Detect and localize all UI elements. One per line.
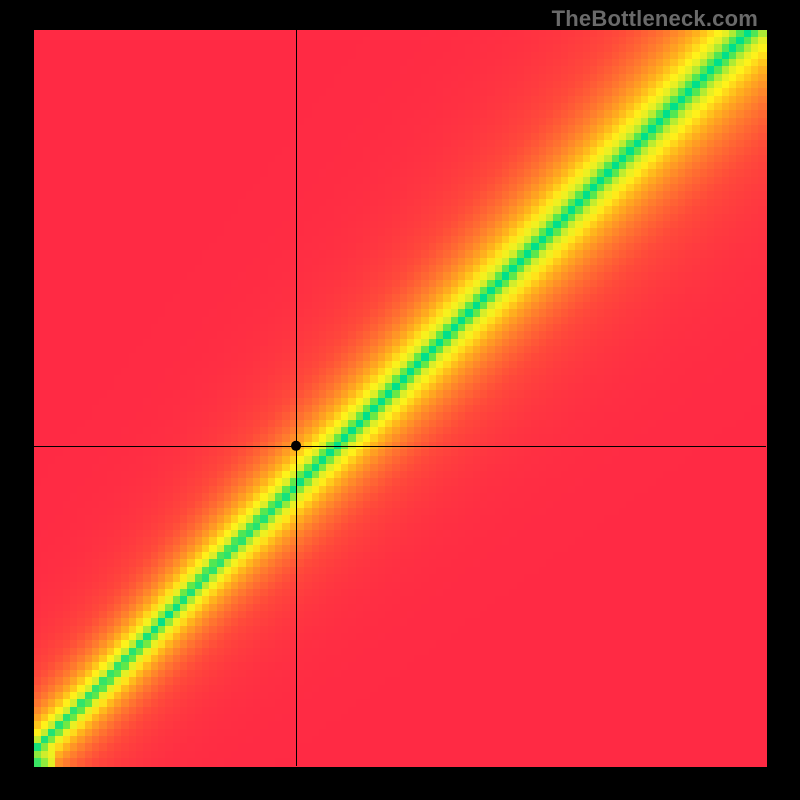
bottleneck-heatmap (0, 0, 800, 800)
watermark-text: TheBottleneck.com (552, 6, 758, 32)
